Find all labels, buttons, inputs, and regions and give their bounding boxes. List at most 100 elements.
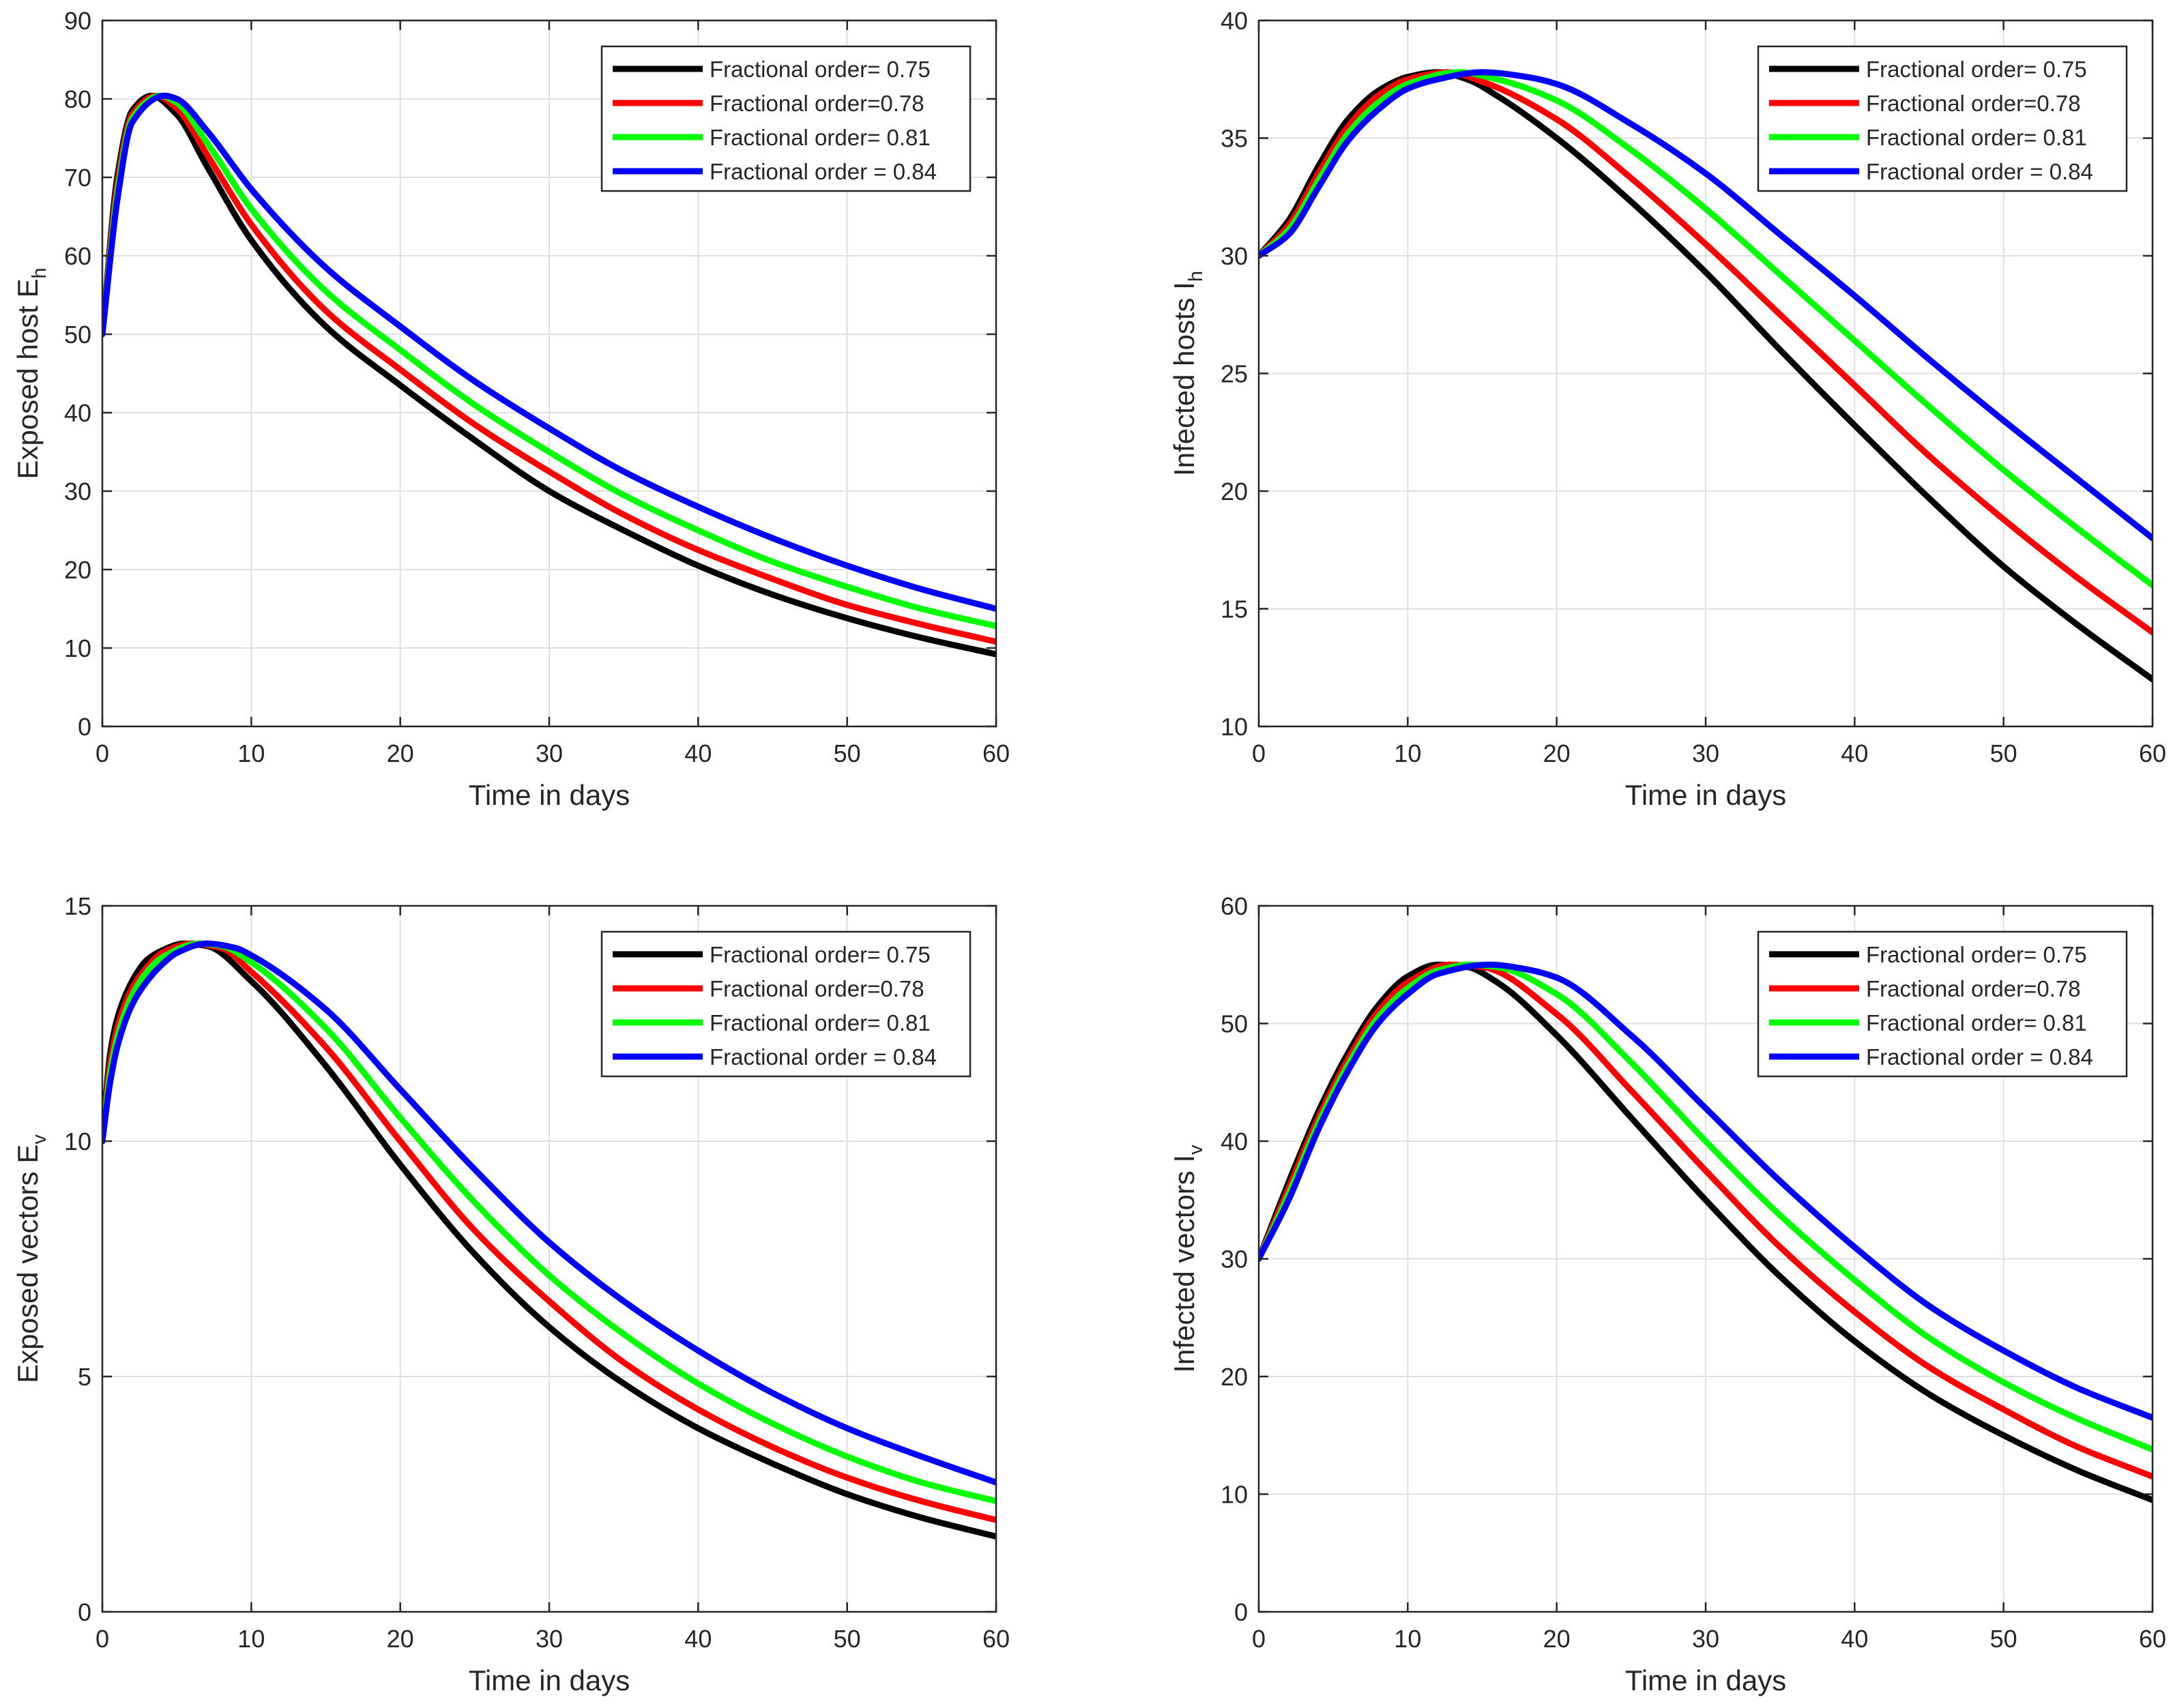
legend-label-1: Fractional order= 0.75 — [1866, 57, 2087, 82]
series-line-4 — [102, 940, 996, 1486]
legend: Fractional order= 0.75 Fractional order=0… — [1757, 930, 2128, 1078]
y-tick-label: 0 — [78, 713, 91, 741]
legend-label-3: Fractional order= 0.81 — [1866, 125, 2087, 150]
series-group — [1259, 961, 2153, 1503]
y-tick-label: 0 — [78, 1598, 91, 1626]
series-line-4 — [102, 92, 996, 612]
legend-label-2: Fractional order=0.78 — [710, 91, 924, 116]
series-line-2 — [102, 940, 996, 1523]
y-tick-label: 40 — [64, 399, 91, 427]
x-tick-label: 40 — [1841, 739, 1868, 767]
legend-label-3: Fractional order= 0.81 — [710, 1010, 931, 1035]
y-tick-label: 60 — [1221, 892, 1248, 920]
legend-label-3: Fractional order= 0.81 — [710, 125, 931, 150]
x-tick-label: 10 — [1394, 739, 1421, 767]
x-tick-label: 40 — [684, 739, 712, 767]
y-tick-label: 5 — [78, 1363, 91, 1391]
x-tick-label: 20 — [387, 739, 414, 767]
x-tick-label: 20 — [1543, 739, 1571, 767]
x-axis-label: Time in days — [469, 779, 630, 811]
y-tick-label: 30 — [1221, 242, 1248, 270]
x-tick-label: 10 — [237, 1625, 265, 1653]
legend-label-3: Fractional order= 0.81 — [1866, 1010, 2087, 1035]
y-tick-label: 40 — [1221, 1128, 1248, 1155]
y-tick-label: 25 — [1221, 360, 1248, 388]
legend-label-2: Fractional order=0.78 — [1866, 976, 2081, 1001]
x-axis-label: Time in days — [469, 1664, 630, 1696]
series-group — [102, 92, 996, 658]
x-tick-label: 50 — [1990, 1625, 2017, 1653]
series-line-3 — [1259, 69, 2153, 589]
y-axis-label: Exposed vectors Ev — [12, 1134, 50, 1383]
y-tick-label: 60 — [64, 242, 91, 270]
legend: Fractional order= 0.75 Fractional order=0… — [1757, 45, 2128, 192]
x-tick-label: 0 — [96, 1625, 109, 1653]
series-group — [1259, 69, 2153, 683]
x-tick-label: 20 — [1543, 1625, 1571, 1653]
x-tick-label: 0 — [1252, 1625, 1266, 1653]
x-tick-label: 50 — [1990, 739, 2017, 767]
y-tick-label: 10 — [1221, 713, 1248, 741]
x-tick-label: 10 — [237, 739, 265, 767]
legend-label-4: Fractional order = 0.84 — [710, 1044, 937, 1070]
chart-panel-4: 0 10 20 30 40 50 60 0 10 20 30 40 50 60 Time in days In… — [1168, 892, 2166, 1696]
legend-label-4: Fractional order = 0.84 — [1866, 1044, 2093, 1070]
legend-label-1: Fractional order= 0.75 — [1866, 942, 2087, 967]
x-tick-label: 60 — [982, 739, 1010, 767]
x-tick-label: 60 — [982, 1625, 1010, 1653]
x-tick-label: 50 — [834, 739, 861, 767]
x-tick-label: 20 — [387, 1625, 414, 1653]
x-tick-label: 50 — [834, 1625, 861, 1653]
x-tick-label: 30 — [1692, 1625, 1719, 1653]
y-tick-label: 10 — [64, 634, 91, 662]
x-tick-label: 10 — [1394, 1625, 1421, 1653]
y-axis-label: Exposed host Eh — [12, 267, 50, 479]
x-tick-label: 30 — [536, 739, 563, 767]
y-tick-label: 15 — [64, 892, 91, 920]
legend-label-4: Fractional order = 0.84 — [1866, 159, 2093, 184]
y-tick-label: 50 — [1221, 1010, 1248, 1038]
y-tick-label: 40 — [1221, 7, 1248, 35]
y-tick-label: 20 — [64, 556, 91, 584]
x-tick-label: 60 — [2139, 1625, 2166, 1653]
series-line-1 — [1259, 69, 2153, 683]
x-tick-label: 30 — [536, 1625, 563, 1653]
legend-label-1: Fractional order= 0.75 — [710, 57, 931, 82]
series-line-3 — [102, 940, 996, 1505]
legend-label-2: Fractional order=0.78 — [1866, 91, 2081, 116]
series-group — [102, 940, 996, 1540]
x-tick-label: 0 — [96, 739, 109, 767]
x-tick-label: 0 — [1252, 739, 1266, 767]
y-tick-label: 0 — [1234, 1598, 1248, 1626]
x-tick-label: 60 — [2139, 739, 2166, 767]
y-tick-label: 10 — [64, 1128, 91, 1155]
series-line-4 — [1259, 69, 2153, 542]
y-tick-label: 10 — [1221, 1481, 1248, 1509]
y-tick-label: 90 — [64, 7, 91, 35]
y-tick-label: 80 — [64, 85, 91, 113]
legend: Fractional order= 0.75 Fractional order=0… — [600, 930, 972, 1078]
legend-label-2: Fractional order=0.78 — [710, 976, 924, 1001]
y-axis-label: Infected vectors Iv — [1168, 1145, 1207, 1373]
series-line-2 — [1259, 69, 2153, 636]
y-tick-label: 30 — [64, 477, 91, 505]
y-tick-label: 20 — [1221, 477, 1248, 505]
legend-label-1: Fractional order= 0.75 — [710, 942, 931, 967]
x-axis-label: Time in days — [1625, 779, 1787, 811]
series-line-4 — [1259, 961, 2153, 1421]
y-tick-label: 50 — [64, 321, 91, 349]
chart-panel-3: 0 10 20 30 40 50 60 0 5 10 15 Time in days Exposed v… — [12, 892, 1010, 1696]
x-axis-label: Time in days — [1625, 1664, 1787, 1696]
legend: Fractional order= 0.75 Fractional order=0… — [600, 45, 972, 192]
y-tick-label: 15 — [1221, 595, 1248, 623]
series-line-1 — [102, 940, 996, 1540]
x-tick-label: 30 — [1692, 739, 1719, 767]
chart-panel-1: 0 10 20 30 40 50 60 0 10 20 30 40 50 60 70 80 90 Time in … — [12, 7, 1010, 811]
x-tick-label: 40 — [1841, 1625, 1868, 1653]
y-axis-label: Infected hosts Ih — [1168, 271, 1207, 476]
y-tick-label: 35 — [1221, 125, 1248, 153]
y-tick-label: 30 — [1221, 1246, 1248, 1273]
y-tick-label: 20 — [1221, 1363, 1248, 1391]
